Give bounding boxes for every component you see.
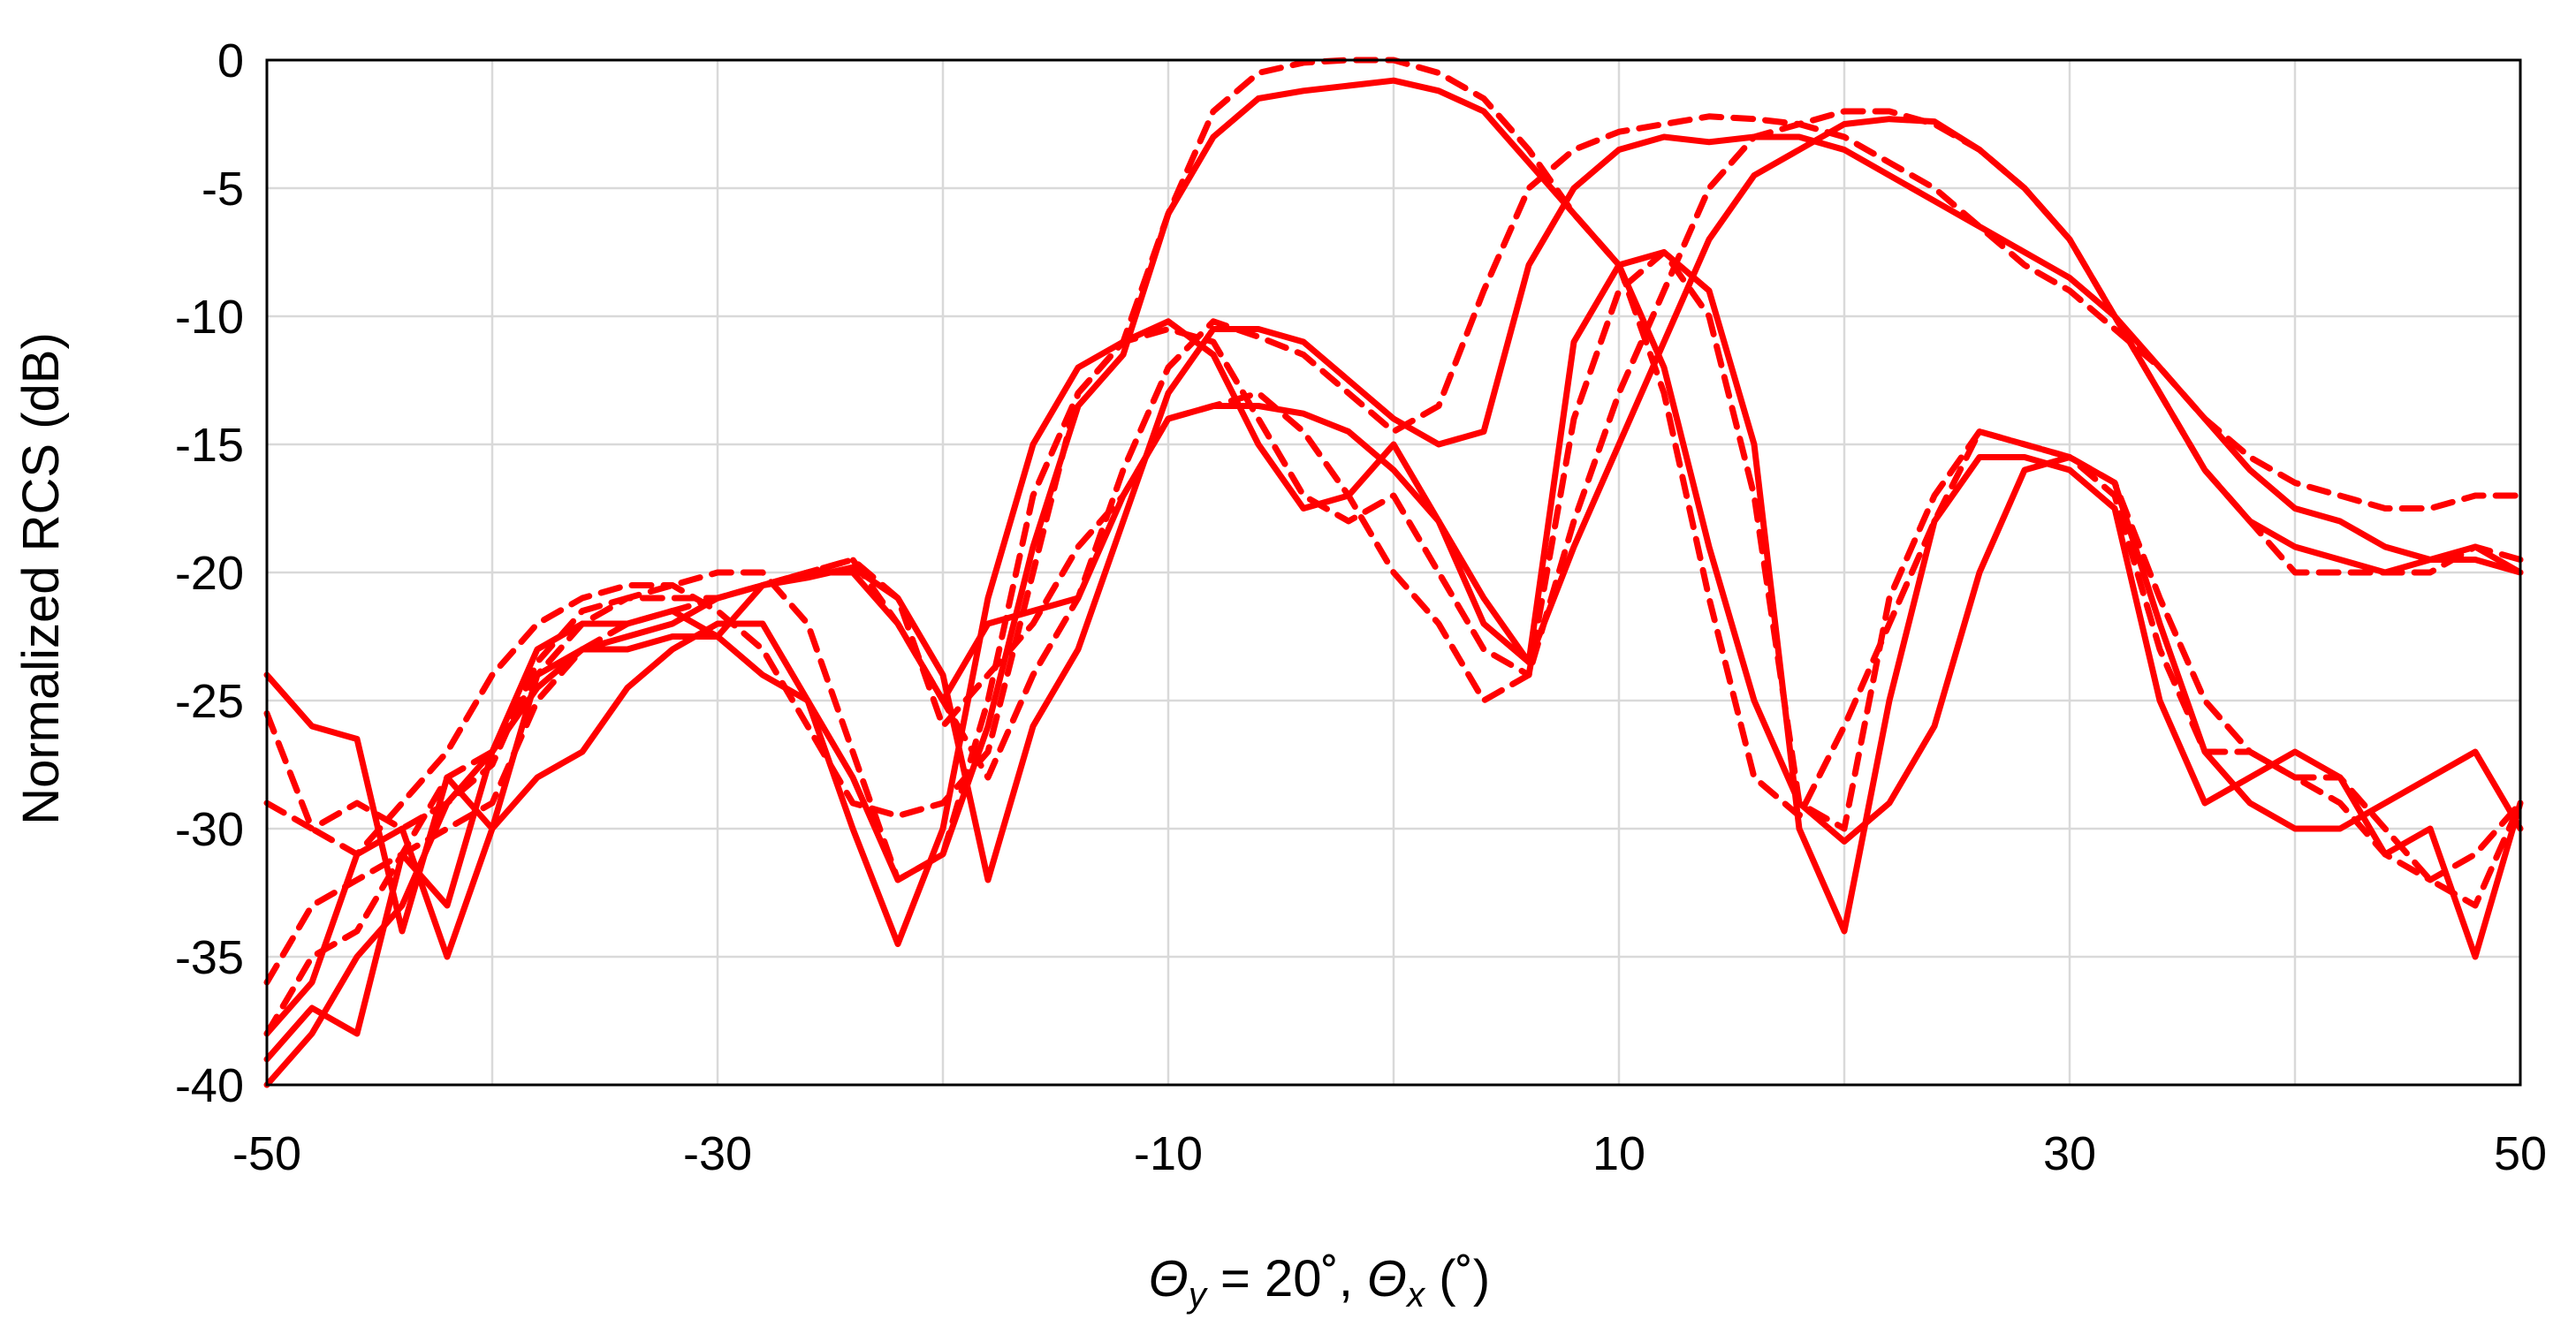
y-tick-labels: 0 -5 -10 -15 -20 -25 -30 -35 -40 [175,34,244,1112]
x-axis-title-mid: = 20˚, [1206,1250,1367,1307]
x-tick-label: -10 [1134,1127,1203,1180]
x-tick-label: 50 [2494,1127,2547,1180]
y-tick-label: -35 [175,931,244,984]
y-tick-label: -5 [201,163,244,216]
x-axis-title-sub-x: x [1405,1276,1426,1315]
series-line-6-dashed [263,108,2524,832]
x-axis-title-unit: (˚) [1425,1250,1490,1307]
x-tick-labels: -50 -30 -10 10 30 50 [232,1127,2547,1180]
y-tick-label: -20 [175,547,244,600]
series-line-8-dashed [263,113,2524,986]
y-tick-label: -15 [175,419,244,472]
series-line-7-solid [263,133,2524,1037]
series-line-3-solid [263,77,2524,935]
y-tick-label: -25 [175,675,244,728]
plot-frame [265,58,2522,1087]
x-tick-label: 30 [2043,1127,2096,1180]
y-axis-title: Normalized RCS (dB) [12,332,70,825]
x-axis-title: Θy = 20˚, Θx (˚) [1149,1250,1490,1315]
series-line-2-dashed [263,249,2524,1037]
x-tick-label: 10 [1592,1127,1645,1180]
x-tick-label: -30 [683,1127,752,1180]
y-tick-label: -30 [175,803,244,856]
x-axis-title-theta-y: Θ [1149,1250,1189,1307]
x-axis-title-theta-x: Θ [1367,1250,1407,1307]
y-tick-label: 0 [217,34,244,87]
x-tick-label: -50 [232,1127,301,1180]
y-tick-label: -40 [175,1059,244,1112]
x-axis-title-sub-y: y [1186,1276,1209,1315]
y-tick-label: -10 [175,291,244,344]
